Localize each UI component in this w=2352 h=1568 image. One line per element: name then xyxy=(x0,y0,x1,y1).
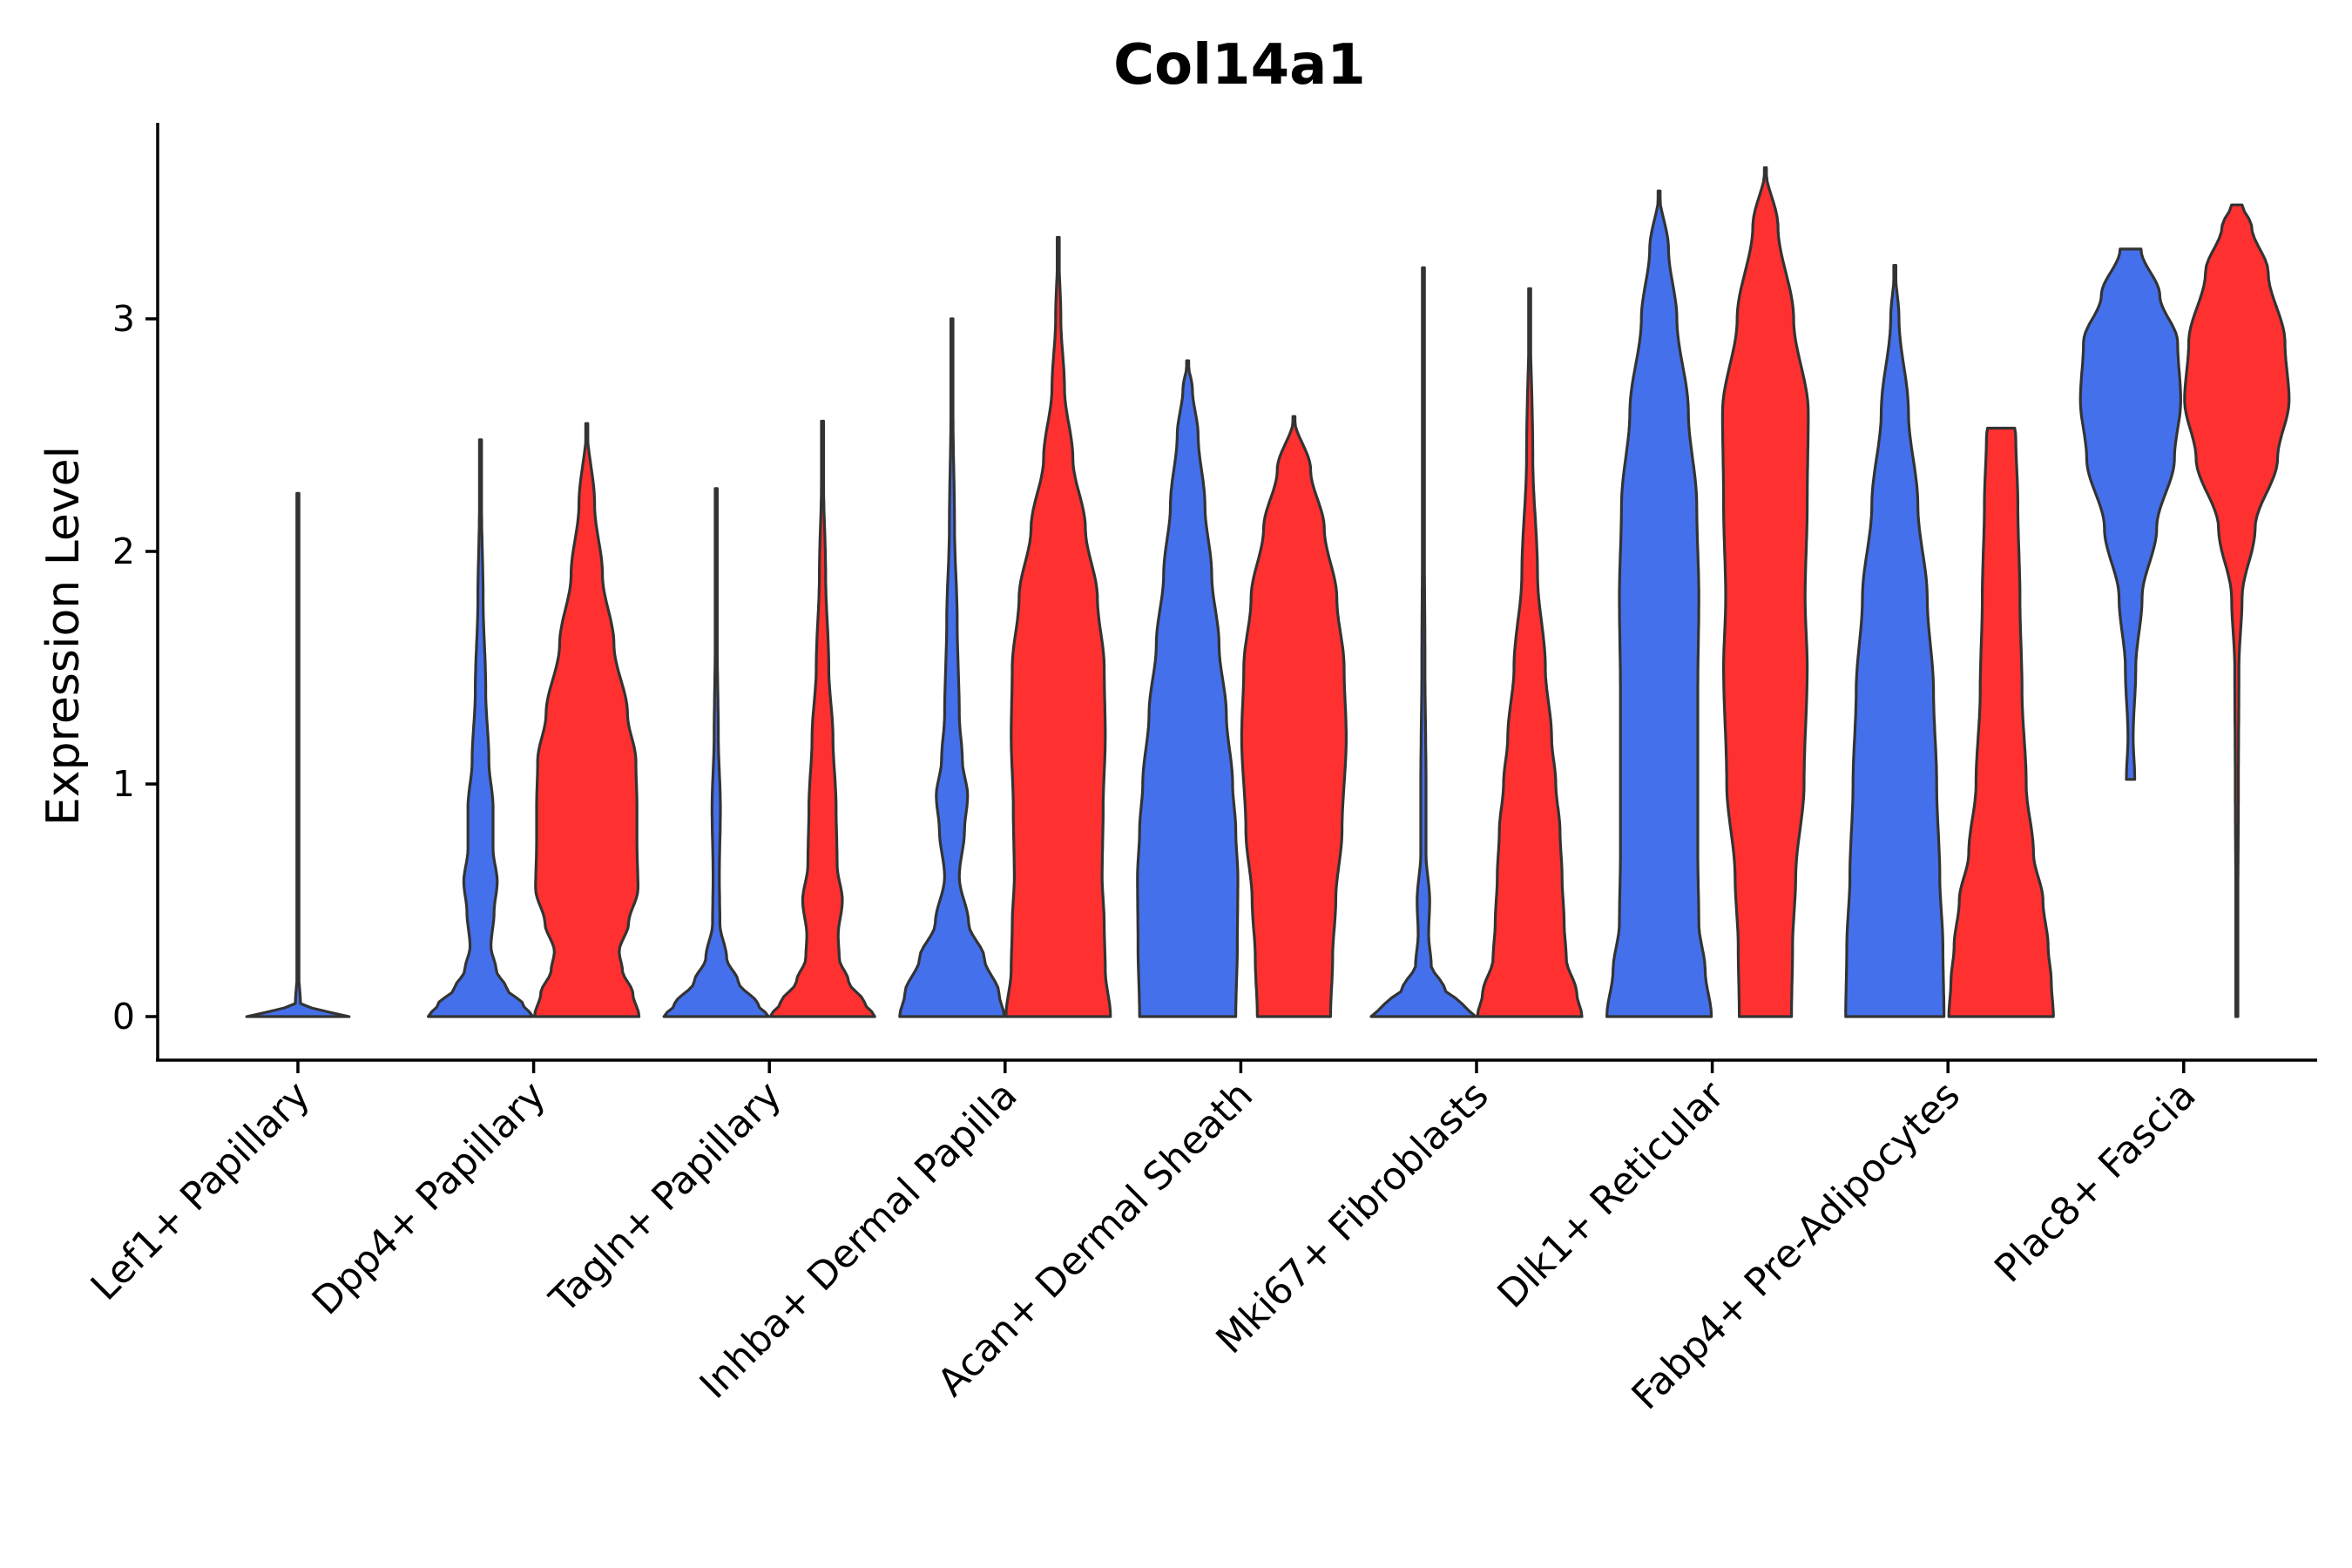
violin-red-cat-8 xyxy=(2183,203,2291,1018)
violin-red-cat-3 xyxy=(1004,235,1112,1018)
x-tick-label: Dlk1+ Reticular xyxy=(1489,1072,1734,1317)
x-tick-label: Mki67+ Fibroblasts xyxy=(1207,1073,1497,1362)
violin-blue-cat-2 xyxy=(662,487,770,1018)
violin-red-cat-1 xyxy=(533,422,641,1018)
violin-group xyxy=(245,166,2291,1018)
violin-red-cat-7 xyxy=(1947,426,2055,1018)
x-tick-label: Plac8+ Fascia xyxy=(1986,1073,2205,1292)
y-axis-label: Expression Level xyxy=(37,446,90,826)
violin-red-cat-2 xyxy=(768,419,876,1018)
y-tick-label: 0 xyxy=(112,996,135,1037)
x-tick-label: Dpp4+ Papillary xyxy=(304,1073,555,1324)
y-tick-label: 2 xyxy=(112,531,135,572)
y-tick-label: 1 xyxy=(112,763,135,805)
violin-blue-cat-1 xyxy=(427,438,535,1018)
violin-red-cat-5 xyxy=(1476,287,1584,1018)
violin-blue-cat-4 xyxy=(1136,359,1240,1018)
x-tick-label: Lef1+ Papillary xyxy=(83,1073,319,1309)
violin-red-cat-4 xyxy=(1240,415,1348,1018)
violin-blue-cat-5 xyxy=(1369,266,1477,1018)
y-ticks: 0 1 2 3 xyxy=(112,298,158,1037)
violin-blue-cat-0 xyxy=(245,491,351,1018)
violin-red-cat-6 xyxy=(1720,166,1810,1018)
chart-title: Col14a1 xyxy=(1113,33,1366,98)
y-tick-label: 3 xyxy=(112,298,135,340)
violin-blue-cat-3 xyxy=(898,317,1006,1018)
axes xyxy=(156,123,2317,1062)
violin-blue-cat-7 xyxy=(1844,264,1946,1018)
x-tick-label: Tagln+ Papillary xyxy=(541,1073,790,1322)
violin-blue-cat-6 xyxy=(1605,189,1713,1018)
violin-blue-cat-8 xyxy=(2078,247,2182,781)
